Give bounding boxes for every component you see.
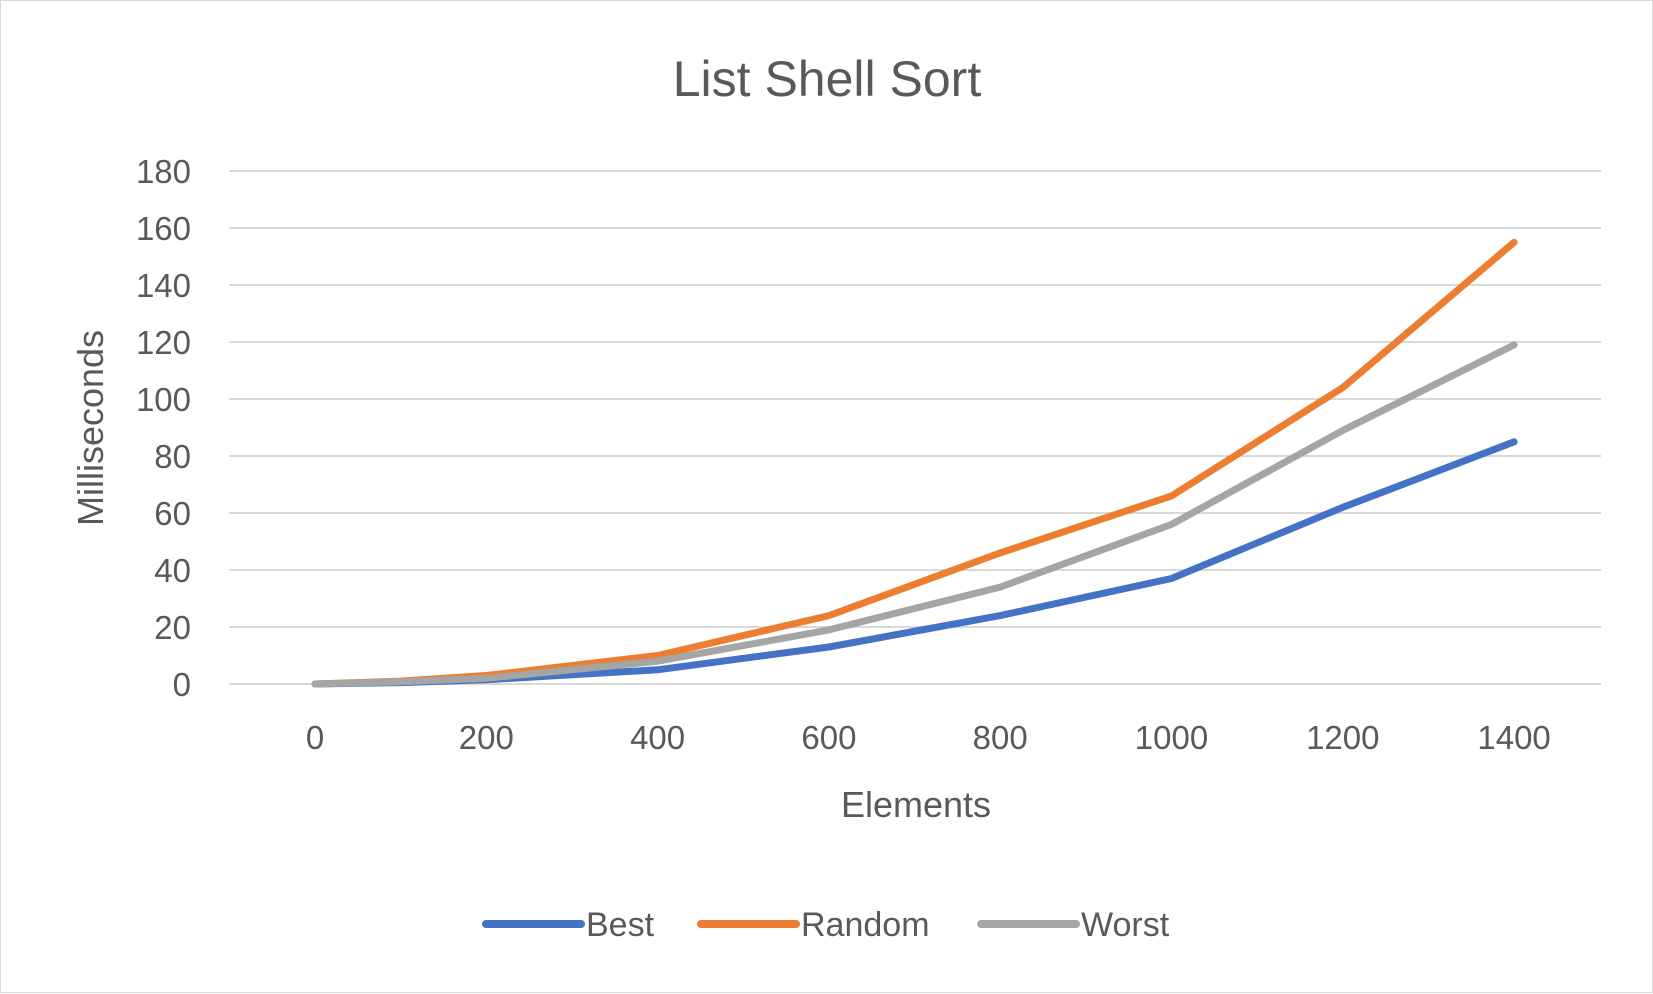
- y-tick-label: 80: [154, 438, 191, 475]
- y-axis-title: Milliseconds: [70, 330, 111, 526]
- x-tick-label: 1200: [1306, 719, 1379, 756]
- legend-item-worst: Worst: [977, 906, 1170, 944]
- y-tick-label: 40: [154, 552, 191, 589]
- x-tick-label: 600: [801, 719, 856, 756]
- y-axis-ticks: 0 20 40 60 80 100 120 140 160 180: [136, 153, 191, 703]
- y-tick-label: 60: [154, 495, 191, 532]
- series-line-best: [311, 438, 1518, 688]
- legend: Best Random Worst: [482, 906, 1170, 944]
- x-tick-label: 0: [306, 719, 324, 756]
- legend-label: Best: [586, 906, 655, 944]
- y-tick-label: 180: [136, 153, 191, 190]
- x-axis-title: Elements: [841, 784, 991, 825]
- x-tick-label: 200: [459, 719, 514, 756]
- x-tick-label: 1000: [1135, 719, 1208, 756]
- x-tick-label: 1400: [1477, 719, 1550, 756]
- series-line-random: [311, 238, 1518, 688]
- legend-label: Worst: [1081, 906, 1170, 944]
- legend-item-best: Best: [482, 906, 655, 944]
- x-tick-label: 800: [973, 719, 1028, 756]
- series-line-worst: [311, 341, 1518, 688]
- y-tick-label: 140: [136, 267, 191, 304]
- x-axis-ticks: 0 200 400 600 800 1000 1200 1400: [306, 719, 1551, 756]
- x-tick-label: 400: [630, 719, 685, 756]
- y-tick-label: 20: [154, 609, 191, 646]
- series-lines: [311, 238, 1518, 688]
- y-tick-label: 0: [173, 666, 191, 703]
- legend-item-random: Random: [697, 906, 930, 944]
- y-tick-label: 100: [136, 381, 191, 418]
- legend-label: Random: [801, 906, 930, 944]
- y-tick-label: 120: [136, 324, 191, 361]
- chart-title: List Shell Sort: [673, 51, 982, 107]
- y-tick-label: 160: [136, 210, 191, 247]
- gridlines: [229, 170, 1601, 685]
